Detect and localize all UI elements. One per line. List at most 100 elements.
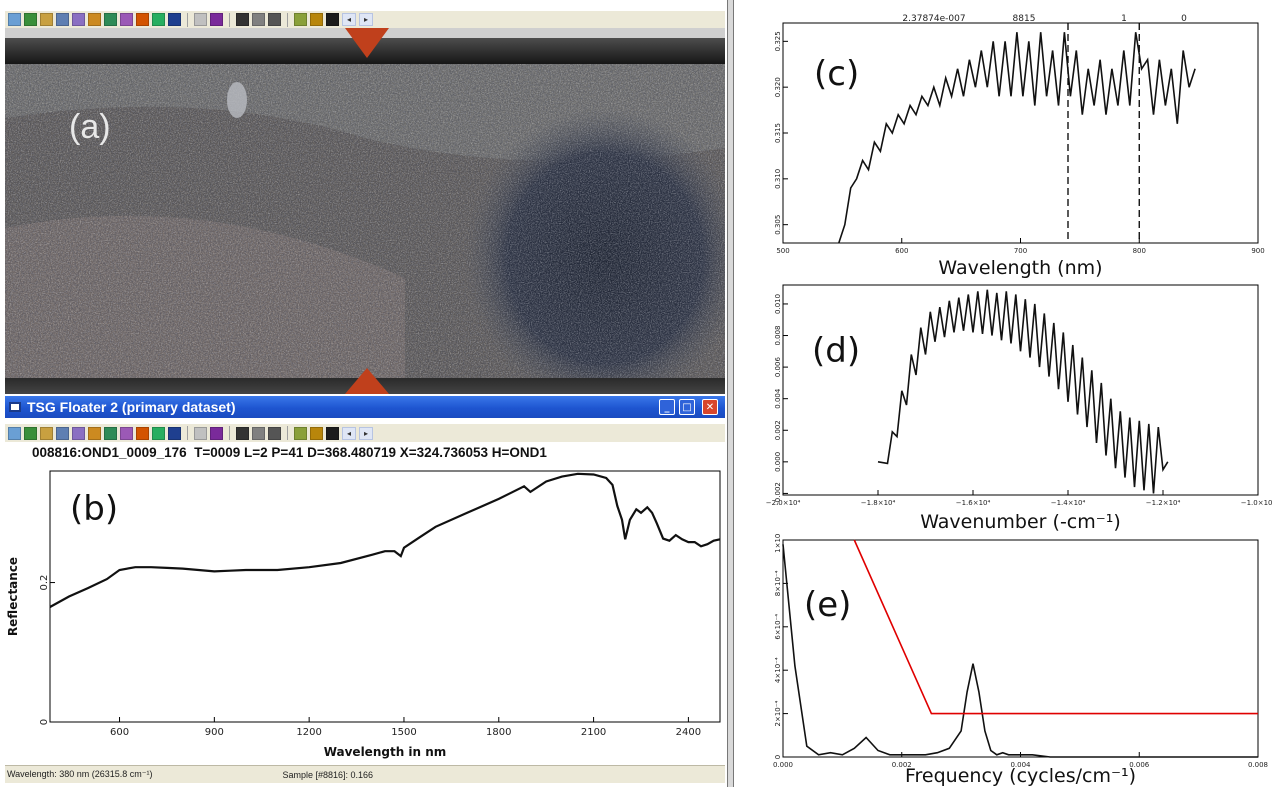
x-tick-label: 0.008 (1248, 761, 1268, 769)
minimize-button[interactable]: _ (659, 399, 675, 415)
bottom-position-marker[interactable] (345, 368, 389, 394)
y-axis-label: Reflectance (6, 557, 20, 636)
x-tick-label: −1.2×10⁴ (1146, 499, 1181, 507)
color-map-icon[interactable] (210, 426, 223, 440)
panel-label-a: (a) (69, 108, 111, 146)
x-tick-label: 1800 (486, 727, 511, 738)
main-toolbar: ◂ ▸ (5, 11, 725, 28)
close-button[interactable]: ✕ (702, 399, 718, 415)
copy-icon[interactable] (252, 13, 265, 26)
x-tick-label: 0.004 (1010, 761, 1031, 769)
plot-frame (782, 284, 1259, 496)
swatch-icon[interactable] (310, 13, 323, 26)
globe-icon[interactable] (152, 13, 165, 26)
y-tick-label: 0.002 (774, 420, 782, 440)
prev-button[interactable]: ◂ (342, 426, 356, 440)
top-readout: 0 (1181, 14, 1187, 24)
print-icon[interactable] (268, 13, 281, 26)
image-icon[interactable] (40, 426, 53, 440)
palette-icon[interactable] (104, 426, 117, 440)
prev-button[interactable]: ◂ (342, 13, 356, 26)
status-wavelength: Wavelength: 380 nm (26315.8 cm⁻¹) (7, 769, 153, 779)
color-map-icon[interactable] (210, 13, 223, 26)
grid-icon[interactable] (120, 13, 133, 26)
y-tick-label: 1×10⁻³ (774, 534, 782, 553)
image-icon[interactable] (40, 13, 53, 26)
chart-icon[interactable] (72, 13, 85, 26)
brush-icon[interactable] (136, 426, 149, 440)
y-tick-label: 0.006 (774, 357, 782, 378)
x-tick-label: 2100 (581, 727, 606, 738)
wavelength-detail-chart[interactable]: 500 600 700 800 900 0.305 0.310 0.315 0.320 0.325… (734, 10, 1272, 282)
pointer-icon[interactable] (294, 13, 307, 26)
plot-frame (782, 539, 1259, 758)
swatch-icon[interactable] (310, 426, 323, 440)
toolbar-separator (187, 12, 188, 27)
core-photo-image (5, 28, 725, 394)
plot-frame (49, 470, 721, 723)
top-readout: 1 (1121, 14, 1127, 24)
blank-icon[interactable] (194, 426, 207, 440)
y-tick-label: 0.000 (774, 452, 782, 472)
x-tick-label: −1.0×10⁴ (1241, 499, 1272, 507)
world-dropdown-icon[interactable] (326, 426, 339, 440)
status-bar: Wavelength: 380 nm (26315.8 cm⁻¹) Sample… (5, 765, 725, 783)
top-readout: 8815 (1013, 14, 1036, 24)
x-tick-label: 1200 (296, 727, 321, 738)
brush-icon[interactable] (136, 13, 149, 26)
reflectance-chart[interactable]: 600 900 1200 1500 1800 2100 2400 0 0.2 Wavelength… (0, 465, 727, 765)
filter-icon[interactable] (56, 426, 69, 440)
x-tick-label: 600 (110, 727, 129, 738)
split-icon[interactable] (236, 426, 249, 440)
panel-label-b: (b) (70, 489, 118, 529)
next-button[interactable]: ▸ (359, 426, 373, 440)
panel-label-e: (e) (804, 585, 851, 625)
window-divider[interactable] (727, 0, 734, 787)
x-tick-label: −1.6×10⁴ (956, 499, 991, 507)
frequency-chart[interactable]: 0.000 0.002 0.004 0.006 0.008 0 2×10⁻⁴ 4×10⁻⁴ 6×… (734, 534, 1272, 787)
copy-icon[interactable] (252, 426, 265, 440)
globe-icon[interactable] (152, 426, 165, 440)
help-icon[interactable] (8, 13, 21, 26)
palette-icon[interactable] (104, 13, 117, 26)
tile-icon[interactable] (88, 13, 101, 26)
series-line-1 (838, 32, 1196, 244)
blank-icon[interactable] (194, 13, 207, 26)
help-icon[interactable] (8, 426, 21, 440)
y-tick-label: 0 (39, 719, 50, 725)
x-tick-label: 900 (205, 727, 224, 738)
y-tick-label: 0.325 (774, 31, 782, 51)
x-tick-label: 800 (1133, 247, 1146, 255)
zoom-icon[interactable] (24, 426, 37, 440)
world-dropdown-icon[interactable] (326, 13, 339, 26)
print-icon[interactable] (268, 426, 281, 440)
y-tick-label: 0.004 (774, 388, 782, 409)
y-tick-label: -0.002 (774, 482, 782, 505)
grid-icon[interactable] (120, 426, 133, 440)
floater-title-bar[interactable]: TSG Floater 2 (primary dataset) _ □ ✕ (5, 396, 725, 418)
filter-icon[interactable] (56, 13, 69, 26)
spectrum-icon[interactable] (168, 13, 181, 26)
maximize-button[interactable]: □ (679, 399, 695, 415)
x-tick-label: 2400 (676, 727, 701, 738)
toolbar-separator (287, 12, 288, 27)
floater-toolbar: ◂ ▸ (5, 424, 725, 442)
tile-icon[interactable] (88, 426, 101, 440)
y-tick-label: 0.320 (774, 77, 782, 97)
top-position-marker[interactable] (345, 28, 389, 58)
pointer-icon[interactable] (294, 426, 307, 440)
x-tick-label: 700 (1014, 247, 1027, 255)
zoom-icon[interactable] (24, 13, 37, 26)
x-tick-label: 500 (776, 247, 789, 255)
top-readout: 2.37874e-007 (902, 14, 965, 24)
series-line-1 (49, 472, 721, 608)
spectrum-icon[interactable] (168, 426, 181, 440)
wavenumber-chart[interactable]: −2.0×10⁴ −1.8×10⁴ −1.6×10⁴ −1.4×10⁴ −1.2×10⁴… (734, 282, 1272, 534)
core-photo: (a) (5, 28, 725, 394)
next-button[interactable]: ▸ (359, 13, 373, 26)
y-tick-label: 0.315 (774, 123, 782, 143)
chart-icon[interactable] (72, 426, 85, 440)
plot-frame (782, 22, 1259, 244)
toolbar-separator (287, 426, 288, 440)
split-icon[interactable] (236, 13, 249, 26)
